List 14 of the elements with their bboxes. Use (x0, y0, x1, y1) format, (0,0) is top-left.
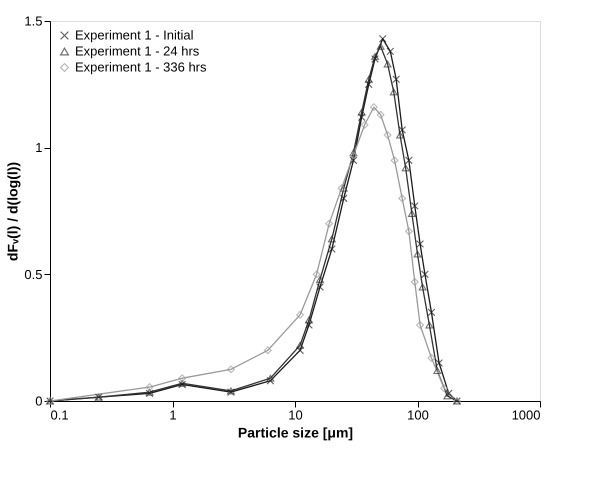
y-tick-label: 1 (35, 140, 42, 156)
y-tick-label: 0.5 (24, 266, 42, 282)
x-tick-label: 100 (407, 408, 429, 422)
x-tick-label: 0.1 (50, 408, 69, 422)
x-tick-label: 1 (169, 408, 177, 422)
x-tick-label: 1000 (512, 408, 540, 422)
y-tick-label: 1.5 (24, 14, 42, 28)
y-tick-label: 0 (35, 394, 42, 408)
y-axis-title: dFᵥ(l) / d(log(l)) (4, 162, 20, 262)
legend-label: Experiment 1 - 336 hrs (75, 60, 208, 74)
legend-label: Experiment 1 - 24 hrs (75, 44, 200, 58)
legend-label: Experiment 1 - Initial (75, 28, 194, 42)
x-tick-label: 10 (288, 408, 303, 422)
x-axis-title: Particle size [μm] (238, 424, 354, 440)
